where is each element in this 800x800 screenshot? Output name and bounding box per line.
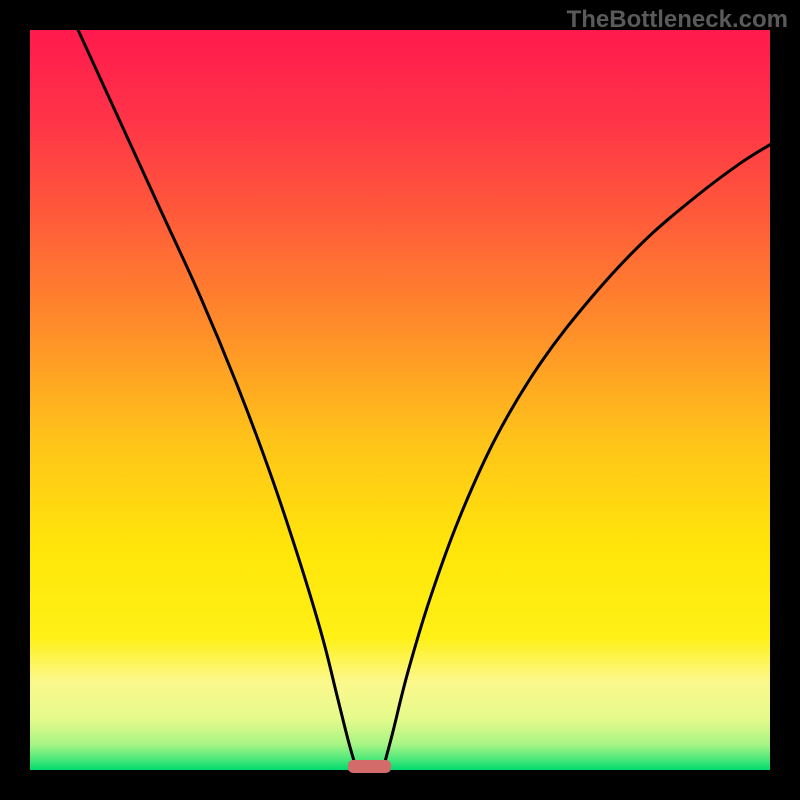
curve-overlay — [30, 30, 770, 770]
chart-container: TheBottleneck.com — [0, 0, 800, 800]
left-curve — [78, 30, 356, 766]
plot-area — [30, 30, 770, 770]
right-curve — [384, 145, 770, 767]
valley-marker — [348, 760, 391, 773]
watermark-text: TheBottleneck.com — [567, 6, 788, 34]
